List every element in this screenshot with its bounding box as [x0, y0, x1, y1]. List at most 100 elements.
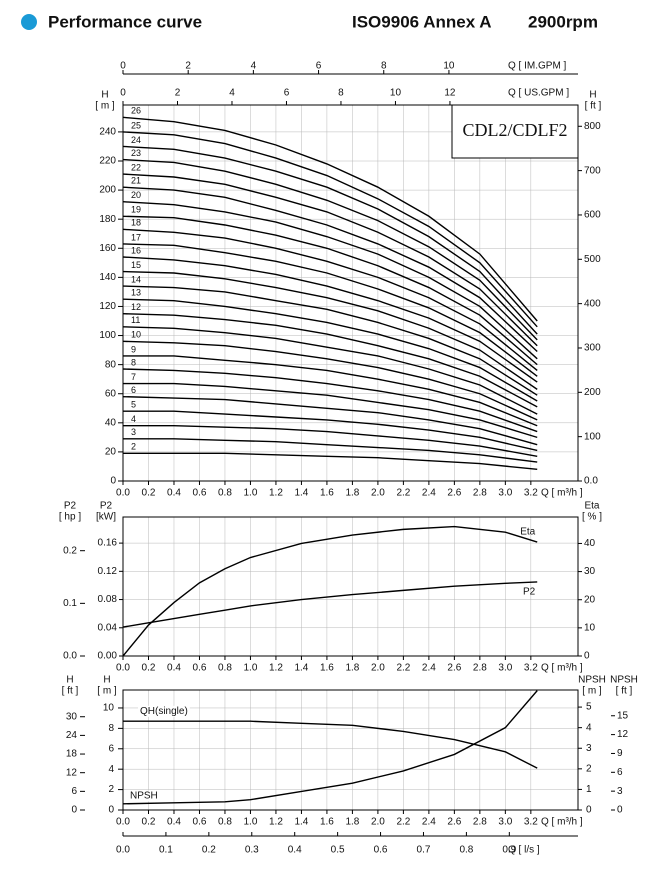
- stage-label: 21: [131, 176, 141, 186]
- stage-label: 23: [131, 148, 141, 158]
- y-tick-label: 600: [584, 210, 601, 221]
- stage-label: 19: [131, 205, 141, 215]
- y-tick-label: 15: [617, 710, 629, 721]
- y-tick-label: 0.00: [98, 651, 118, 662]
- model-label: CDL2/CDLF2: [462, 120, 567, 140]
- y-tick-label: 300: [584, 343, 601, 354]
- y-axis-unit: [ % ]: [582, 512, 602, 523]
- y-axis-unit: [ m ]: [582, 686, 602, 697]
- x-axis-title: Q [ l/s ]: [508, 845, 540, 856]
- x-tick-label: 3.2: [524, 817, 538, 828]
- x-tick-label: 0.4: [167, 817, 181, 828]
- x-tick-label: 0.5: [331, 845, 345, 856]
- plot-frame: [122, 689, 579, 811]
- x-tick-label: 2: [175, 88, 181, 99]
- y-axis-unit: [ m ]: [97, 686, 117, 697]
- x-tick-label: 1.8: [345, 488, 359, 499]
- curve: [122, 243, 538, 377]
- x-tick-label: 1.0: [243, 663, 257, 674]
- x-axis-title: Q [ IM.GPM ]: [508, 61, 567, 72]
- y-tick-label: 140: [99, 272, 116, 283]
- x-tick-label: 2.2: [396, 663, 410, 674]
- x-tick-label: 0.2: [202, 845, 216, 856]
- x-tick-label: 2.2: [396, 488, 410, 499]
- x-tick-label: 2.4: [422, 663, 436, 674]
- x-tick-label: 1.6: [320, 663, 334, 674]
- standard: ISO9906 Annex A: [352, 12, 492, 31]
- y-tick-label: 60: [105, 388, 117, 399]
- x-tick-label: 1.4: [294, 663, 308, 674]
- stage-label: 20: [131, 190, 141, 200]
- x-tick-label: 2.0: [371, 663, 385, 674]
- x-tick-label: 3.0: [498, 663, 512, 674]
- x-axis-title: Q [ m³/h ]: [541, 663, 583, 674]
- x-tick-label: 3.0: [498, 817, 512, 828]
- y-tick-label: 24: [66, 730, 78, 741]
- x-tick-label: 0.2: [142, 663, 156, 674]
- x-axis-title: Q [ US.GPM ]: [508, 88, 569, 99]
- page-title: Performance curve: [48, 12, 202, 31]
- x-tick-label: 1.8: [345, 663, 359, 674]
- x-tick-label: 0.4: [167, 663, 181, 674]
- y-tick-label: 0: [584, 651, 590, 662]
- x-tick-label: 2.6: [447, 488, 461, 499]
- model-box: [451, 104, 579, 159]
- y-axis-unit: [ ft ]: [62, 686, 79, 697]
- label-bg: [138, 705, 190, 717]
- y-tick-label: 6: [71, 786, 77, 797]
- stage-label: 18: [131, 218, 141, 228]
- stage-label: 14: [131, 274, 141, 284]
- curve: [122, 270, 538, 390]
- x-tick-label: 0.8: [459, 845, 473, 856]
- x-tick-label: 0: [120, 61, 126, 72]
- curve: [122, 215, 538, 366]
- x-tick-label: 10: [390, 88, 402, 99]
- x-tick-label: 10: [443, 61, 455, 72]
- stage-label: 13: [131, 288, 141, 298]
- x-tick-label: 1.2: [269, 663, 283, 674]
- stage-label: 5: [131, 400, 136, 410]
- x-tick-label: 4: [251, 61, 257, 72]
- y-tick-label: 0.08: [98, 594, 118, 605]
- stage-label: 4: [131, 414, 136, 424]
- stage-label: 26: [131, 106, 141, 116]
- curve: [122, 340, 538, 421]
- stage-label: 17: [131, 232, 141, 242]
- y-tick-label: 6: [108, 743, 114, 754]
- y-tick-label: 20: [105, 447, 117, 458]
- series-label: Eta: [520, 527, 535, 538]
- curve: [122, 525, 538, 657]
- x-tick-label: 1.8: [345, 817, 359, 828]
- x-tick-label: 8: [338, 88, 344, 99]
- y-tick-label: 30: [584, 566, 596, 577]
- y-tick-label: 3: [586, 743, 592, 754]
- curve: [122, 581, 538, 628]
- curve: [123, 410, 538, 452]
- x-tick-label: 0.1: [159, 845, 173, 856]
- x-tick-label: 2.8: [473, 817, 487, 828]
- y-tick-label: 0: [71, 805, 77, 816]
- stage-label: 24: [131, 135, 141, 145]
- speed: 2900rpm: [528, 12, 598, 31]
- y-tick-label: 20: [584, 594, 596, 605]
- y-axis-title: NPSH: [610, 675, 638, 686]
- y-tick-label: 0.0: [63, 651, 77, 662]
- y-tick-label: 0.0: [584, 476, 598, 487]
- y-tick-label: 0: [110, 476, 116, 487]
- y-tick-label: 6: [617, 767, 623, 778]
- curve: [123, 382, 538, 439]
- y-tick-label: 0.04: [98, 622, 118, 633]
- y-tick-label: 100: [584, 431, 601, 442]
- x-tick-label: 0.0: [116, 488, 130, 499]
- stage-label: 6: [131, 385, 136, 395]
- series-label: QH(single): [140, 706, 188, 717]
- y-tick-label: 5: [586, 702, 592, 713]
- curve: [122, 313, 538, 408]
- series-label: NPSH: [130, 790, 158, 801]
- y-tick-label: 400: [584, 298, 601, 309]
- x-tick-label: 1.4: [294, 488, 308, 499]
- y-tick-label: 240: [99, 127, 116, 138]
- y-tick-label: 800: [584, 121, 601, 132]
- x-tick-label: 0.8: [218, 663, 232, 674]
